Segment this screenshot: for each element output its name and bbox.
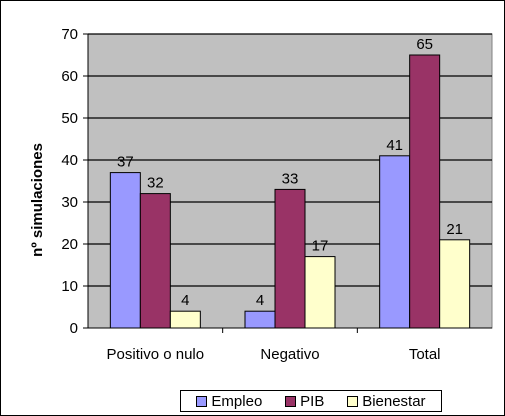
bar <box>439 239 471 329</box>
x-tick-label: Total <box>409 346 441 363</box>
legend-swatch <box>347 395 359 407</box>
bar <box>379 155 411 329</box>
y-tick-label: 10 <box>61 278 78 295</box>
y-tick-label: 0 <box>70 320 78 337</box>
legend-item: Bienestar <box>347 392 426 410</box>
data-label: 21 <box>446 221 463 238</box>
y-tick-label: 70 <box>61 26 78 43</box>
bar <box>139 193 171 329</box>
legend-label: PIB <box>300 392 325 410</box>
y-tick-label: 40 <box>61 152 78 169</box>
bar <box>274 188 306 329</box>
data-label: 32 <box>147 175 164 192</box>
legend-item: PIB <box>285 393 324 410</box>
x-tick-label: Negativo <box>260 346 319 363</box>
y-tick-label: 20 <box>61 236 78 253</box>
bar <box>244 310 276 329</box>
x-tick-label: Positivo o nulo <box>107 346 205 363</box>
data-label: 17 <box>312 238 329 255</box>
legend-swatch <box>196 395 208 407</box>
legend-swatch <box>285 395 297 407</box>
bar <box>169 310 201 329</box>
data-label: 37 <box>117 154 134 171</box>
bar <box>109 172 141 329</box>
bar <box>304 256 336 329</box>
data-label: 65 <box>416 36 433 53</box>
data-label: 4 <box>256 292 264 309</box>
data-label: 41 <box>386 137 403 154</box>
bar <box>409 54 441 329</box>
legend-label: Empleo <box>211 392 263 410</box>
data-label: 4 <box>181 292 189 309</box>
y-tick-label: 60 <box>61 68 78 85</box>
y-tick-label: 50 <box>61 110 78 127</box>
legend: Empleo PIB Bienestar <box>180 390 442 412</box>
legend-item: Empleo <box>196 393 262 410</box>
plot-area: 0 10 20 30 40 50 60 70 37 32 4 Positivo o nulo 4 33 17… <box>61 26 493 363</box>
y-axis-label: nº simulaciones <box>29 143 46 257</box>
data-label: 33 <box>282 170 299 187</box>
y-tick-label: 30 <box>61 194 78 211</box>
legend-label: Bienestar <box>362 392 426 410</box>
